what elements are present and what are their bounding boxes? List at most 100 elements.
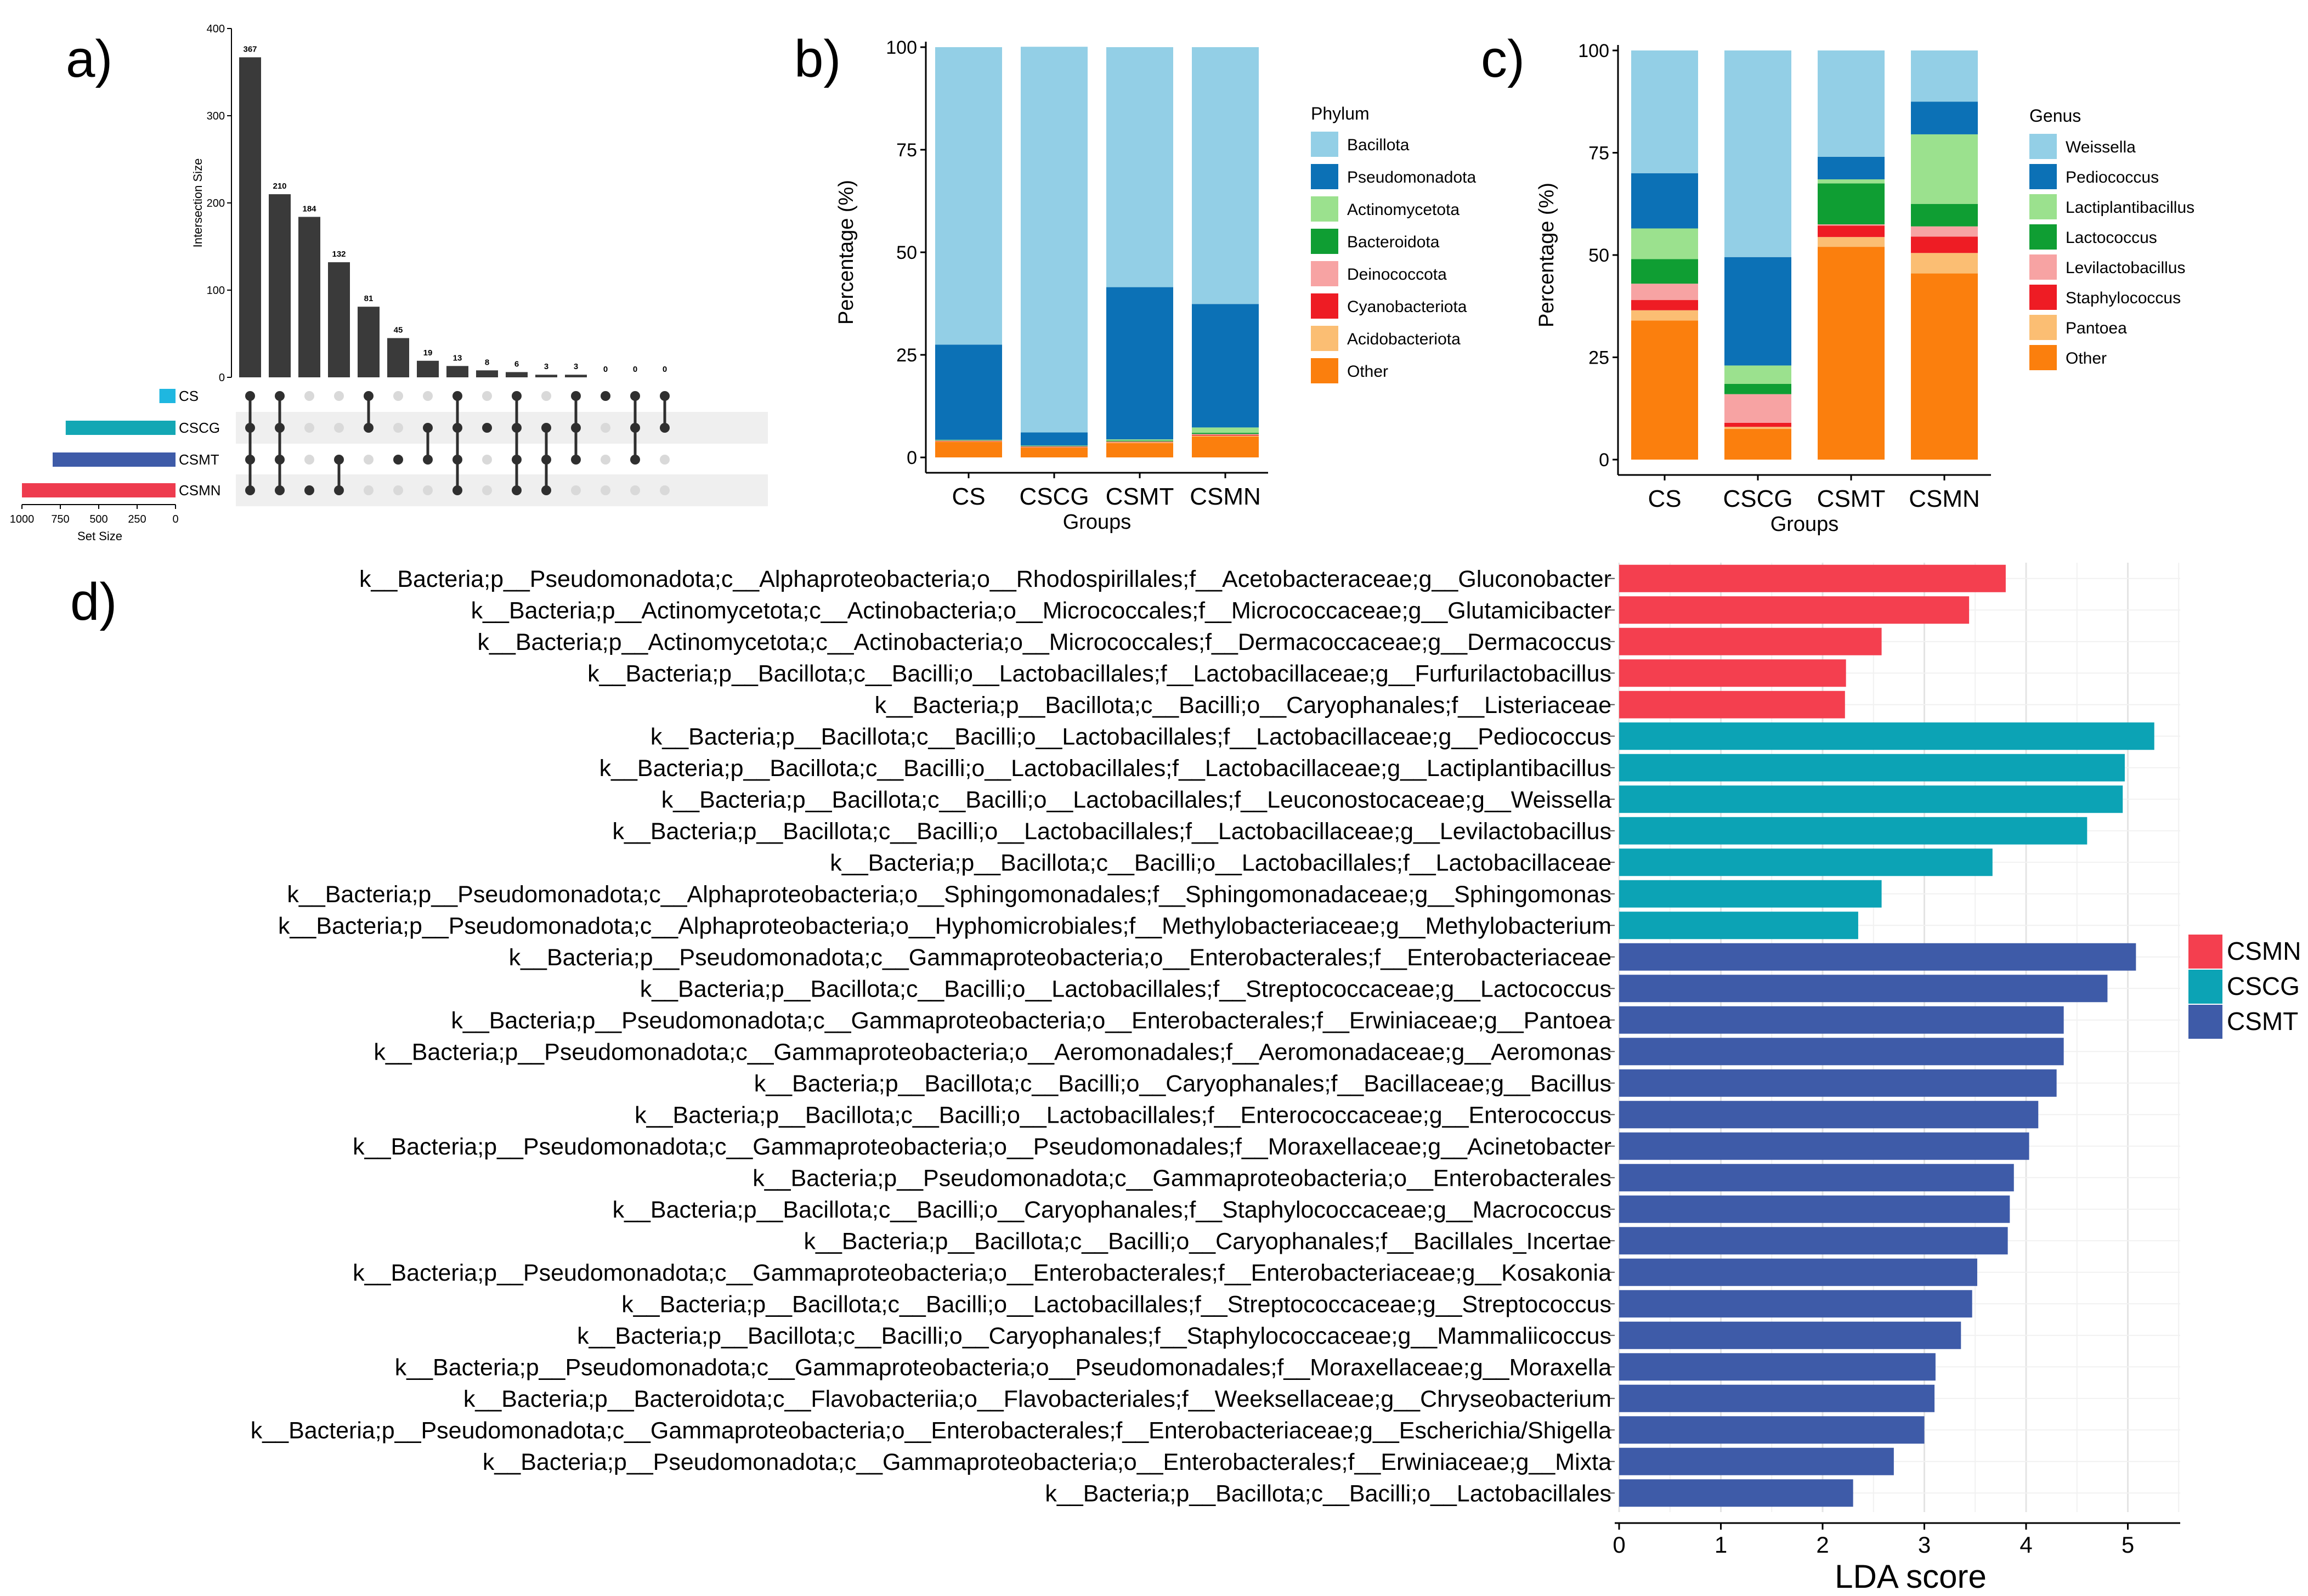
d-taxon-label: k__Bacteria;p__Pseudomonadota;c__Gammapr… bbox=[353, 1260, 1611, 1286]
a-intersection-bar bbox=[476, 370, 498, 377]
a-matrix-dot-empty bbox=[364, 455, 374, 465]
a-intersection-value: 367 bbox=[243, 44, 257, 54]
d-lda-bar bbox=[1619, 1447, 1894, 1475]
a-intersection-value: 0 bbox=[603, 365, 608, 374]
a-intersection-value: 0 bbox=[633, 365, 637, 374]
panel-c-stack-segment bbox=[1724, 50, 1791, 257]
panel-c-stack-segment bbox=[1818, 247, 1885, 460]
panel-b-legend-swatch bbox=[1311, 358, 1338, 383]
a-matrix-dot-empty bbox=[304, 423, 314, 433]
panel-b-x-tick-label: CSMN bbox=[1190, 483, 1261, 510]
d-lda-bar bbox=[1619, 596, 1970, 624]
d-legend-label: CSMN bbox=[2227, 937, 2301, 965]
panel-c-x-axis-title: Groups bbox=[1770, 513, 1839, 536]
panel-c-stack-segment bbox=[1911, 226, 1978, 237]
d-x-axis-title: LDA score bbox=[1835, 1558, 1987, 1595]
d-taxon-label: k__Bacteria;p__Bacillota;c__Bacilli;o__L… bbox=[599, 755, 1611, 782]
d-x-tick-label: 4 bbox=[2020, 1532, 2032, 1558]
a-intersection-bar bbox=[506, 372, 528, 377]
panel-b-legend-swatch bbox=[1311, 326, 1338, 351]
a-matrix-dot-filled bbox=[482, 423, 492, 433]
d-x-tick-label: 5 bbox=[2122, 1532, 2134, 1558]
panel-c-legend-label: Levilactobacillus bbox=[2066, 259, 2185, 277]
d-lda-bar bbox=[1619, 880, 1882, 908]
panel-b-stack-segment bbox=[1192, 436, 1259, 457]
d-lda-bar bbox=[1619, 627, 1882, 655]
d-lda-bar bbox=[1619, 1416, 1925, 1444]
panel-c-legend-swatch bbox=[2029, 164, 2057, 189]
a-matrix-dot-empty bbox=[601, 423, 610, 433]
d-lda-bar bbox=[1619, 564, 2006, 592]
a-intersection-bar bbox=[269, 194, 291, 377]
a-set-name: CSMT bbox=[179, 451, 219, 468]
panel-c-letter: c) bbox=[1481, 30, 1525, 88]
panel-c-stack-segment bbox=[1911, 253, 1978, 274]
a-matrix-dot-empty bbox=[423, 391, 433, 401]
d-taxon-label: k__Bacteria;p__Actinomycetota;c__Actinob… bbox=[471, 597, 1611, 624]
d-taxon-label: k__Bacteria;p__Bacillota;c__Bacilli;o__L… bbox=[661, 786, 1611, 813]
a-set-size-bar bbox=[159, 389, 176, 403]
panel-b-legend-swatch bbox=[1311, 132, 1338, 157]
panel-c-y-tick-label: 50 bbox=[1588, 245, 1609, 266]
a-intersection-bar bbox=[535, 375, 557, 377]
a-matrix-dot-empty bbox=[423, 485, 433, 495]
a-intersection-bar bbox=[239, 57, 261, 378]
a-set-size-title: Set Size bbox=[77, 529, 122, 543]
panel-b-stack-segment bbox=[1192, 304, 1259, 428]
panel-b-stack-segment bbox=[935, 442, 1002, 457]
d-lda-bar bbox=[1619, 1006, 2064, 1034]
panel-b-stack-segment bbox=[1192, 435, 1259, 437]
panel-b-stack-segment bbox=[935, 47, 1002, 345]
a-matrix-dot-empty bbox=[601, 485, 610, 495]
panel-b-y-tick-label: 75 bbox=[896, 140, 917, 161]
panel-b-y-axis-title: Percentage (%) bbox=[835, 180, 858, 325]
d-lda-bar bbox=[1619, 754, 2125, 782]
panel-c-legend-label: Other bbox=[2066, 349, 2107, 367]
d-lda-bar bbox=[1619, 1479, 1853, 1507]
panel-c-x-tick-label: CSCG bbox=[1723, 485, 1792, 512]
d-legend-swatch bbox=[2188, 970, 2222, 1004]
d-taxon-label: k__Bacteria;p__Pseudomonadota;c__Gammapr… bbox=[753, 1165, 1611, 1191]
panel-c-y-axis-title: Percentage (%) bbox=[1535, 183, 1558, 327]
a-set-size-bar bbox=[53, 452, 176, 467]
d-taxon-label: k__Bacteria;p__Bacillota;c__Bacilli;o__L… bbox=[621, 1291, 1611, 1317]
a-intersection-bar bbox=[298, 217, 320, 377]
d-taxon-label: k__Bacteria;p__Bacillota;c__Bacilli;o__L… bbox=[1045, 1480, 1611, 1507]
d-x-tick-label: 3 bbox=[1918, 1532, 1931, 1558]
panel-c-x-tick-label: CS bbox=[1648, 485, 1681, 512]
panel-c-legend-swatch bbox=[2029, 194, 2057, 219]
d-taxon-label: k__Bacteria;p__Bacillota;c__Bacilli;o__L… bbox=[587, 660, 1611, 687]
panel-b-x-tick-label: CSCG bbox=[1019, 483, 1089, 510]
panel-c-y-tick-label: 100 bbox=[1578, 41, 1609, 61]
panel-b-letter: b) bbox=[794, 30, 841, 88]
a-matrix-dot-empty bbox=[630, 485, 640, 495]
panel-d-letter: d) bbox=[70, 573, 117, 631]
d-lda-bar bbox=[1619, 943, 2136, 971]
d-lda-bar bbox=[1619, 1069, 2057, 1097]
panel-b-y-tick-label: 0 bbox=[907, 448, 917, 468]
a-y-tick-label: 300 bbox=[207, 110, 225, 122]
a-matrix-dot-empty bbox=[660, 455, 670, 465]
d-taxon-label: k__Bacteria;p__Pseudomonadota;c__Gammapr… bbox=[451, 1008, 1611, 1034]
d-taxon-label: k__Bacteria;p__Bacillota;c__Bacilli;o__C… bbox=[804, 1228, 1611, 1254]
panel-c-stack-segment bbox=[1911, 273, 1978, 460]
a-intersection-bar bbox=[417, 360, 439, 377]
panel-c-y-tick-label: 0 bbox=[1599, 450, 1609, 471]
panel-b-x-tick-label: CSMT bbox=[1106, 483, 1174, 510]
panel-b-stack-segment bbox=[935, 344, 1002, 440]
a-matrix-dot-filled bbox=[393, 455, 403, 465]
panel-c-stack-segment bbox=[1818, 50, 1885, 157]
panel-c-legend-label: Lactococcus bbox=[2066, 229, 2157, 247]
panel-c-stack-segment bbox=[1631, 259, 1698, 284]
a-intersection-bar bbox=[446, 366, 468, 377]
d-lda-bar bbox=[1619, 1321, 1961, 1349]
panel-a-letter: a) bbox=[66, 30, 112, 88]
a-matrix-dot-empty bbox=[601, 455, 610, 465]
d-taxon-label: k__Bacteria;p__Actinomycetota;c__Actinob… bbox=[478, 629, 1611, 655]
d-taxon-label: k__Bacteria;p__Bacillota;c__Bacilli;o__C… bbox=[613, 1197, 1611, 1223]
panel-b-y-tick-label: 50 bbox=[896, 242, 917, 263]
d-lda-bar bbox=[1619, 848, 1993, 876]
a-intersection-value: 3 bbox=[574, 362, 578, 371]
d-lda-bar bbox=[1619, 659, 1846, 687]
a-set-name: CS bbox=[179, 388, 199, 404]
